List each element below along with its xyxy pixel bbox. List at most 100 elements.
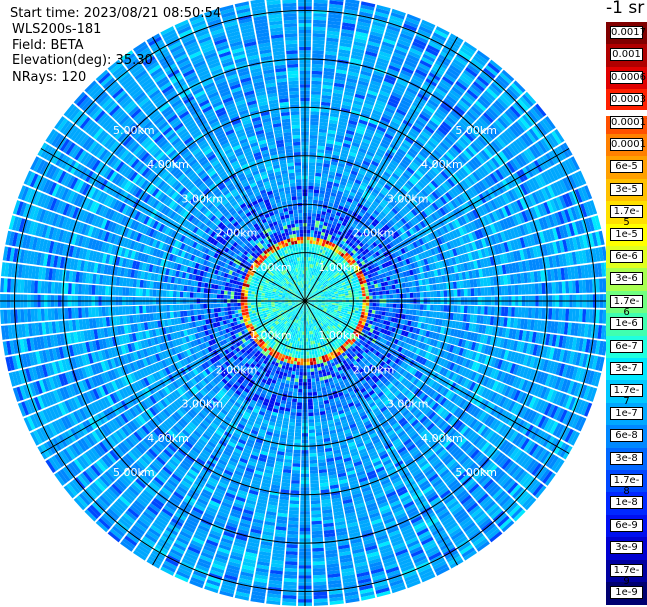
ppi-gate: [381, 41, 395, 49]
ppi-gate: [349, 148, 358, 154]
ppi-gate: [378, 145, 387, 152]
ppi-gate: [517, 307, 522, 318]
ppi-gate: [397, 105, 408, 114]
ppi-gate: [331, 102, 341, 108]
ppi-gate: [306, 274, 309, 278]
ppi-gate: [482, 131, 493, 142]
ppi-gate: [403, 63, 416, 72]
ppi-gate: [348, 297, 353, 300]
ppi-gate: [486, 87, 498, 99]
ppi-gate: [503, 90, 516, 103]
ppi-gate: [382, 294, 387, 299]
ppi-gate: [386, 25, 401, 33]
ppi-gate: [513, 80, 526, 93]
ppi-gate: [328, 274, 332, 278]
ppi-gate: [468, 127, 479, 138]
ppi-gate: [322, 249, 326, 254]
ppi-gate: [404, 136, 414, 145]
ppi-gate: [323, 201, 329, 206]
ppi-gate: [322, 170, 329, 175]
ppi-gate: [348, 304, 353, 307]
ppi-gate: [365, 96, 376, 103]
ppi-gate: [368, 119, 379, 126]
ppi-gate: [466, 110, 478, 121]
ppi-gate: [315, 217, 321, 221]
ppi-gate: [392, 88, 404, 96]
ppi-gate: [332, 221, 338, 226]
ppi-gate: [524, 91, 537, 105]
ppi-gate: [595, 278, 600, 293]
ppi-gate: [311, 290, 314, 294]
ppi-gate: [315, 280, 319, 285]
ppi-gate: [338, 296, 343, 299]
ppi-gate: [318, 196, 324, 201]
ppi-gate: [572, 280, 576, 294]
ppi-gate: [373, 70, 385, 78]
ppi-gate: [307, 199, 313, 203]
ppi-gate: [413, 122, 424, 131]
ppi-gate: [392, 308, 397, 313]
ppi-gate: [361, 250, 367, 256]
ppi-gate: [359, 73, 371, 80]
ppi-gate: [311, 216, 316, 221]
ppi-gate: [327, 177, 334, 183]
ppi-gate: [415, 286, 420, 292]
ppi-gate: [386, 181, 394, 188]
ppi-gate: [347, 71, 359, 77]
ppi-gate: [342, 171, 350, 177]
ppi-gate: [361, 308, 366, 312]
ppi-gate: [402, 309, 407, 314]
ppi-gate: [312, 271, 316, 276]
ppi-gate: [524, 307, 529, 318]
ppi-gate: [453, 305, 458, 313]
ppi-gate: [422, 176, 430, 184]
ppi-gate: [328, 171, 336, 176]
ppi-gate: [378, 287, 383, 291]
ppi-gate: [315, 172, 322, 177]
ppi-gate: [326, 208, 332, 214]
ppi-gate: [475, 119, 487, 131]
ppi-gate: [389, 15, 404, 23]
ppi-gate: [379, 235, 386, 241]
ppi-gate: [340, 35, 353, 41]
ppi-gate: [389, 303, 394, 308]
ppi-gate: [379, 220, 386, 227]
ppi-gate: [398, 200, 406, 208]
ppi-gate: [374, 197, 381, 204]
ppi-gate: [316, 285, 319, 289]
ppi-gate: [418, 150, 428, 159]
ppi-gate: [308, 260, 311, 264]
ppi-gate: [474, 53, 488, 64]
ppi-gate: [365, 309, 369, 313]
ppi-gate: [407, 150, 416, 159]
ppi-gate: [318, 283, 322, 287]
ppi-gate: [321, 101, 331, 106]
ppi-gate: [459, 136, 470, 147]
ppi-gate: [357, 311, 362, 315]
ppi-gate: [334, 200, 340, 206]
ppi-gate: [460, 167, 469, 177]
ppi-gate: [317, 349, 321, 354]
ppi-gate: [364, 242, 370, 248]
ppi-gate: [371, 112, 381, 120]
ppi-gate: [435, 129, 446, 139]
ppi-gate: [365, 234, 372, 241]
ppi-gate: [310, 107, 320, 112]
ppi-gate: [461, 44, 476, 55]
ppi-gate: [375, 287, 379, 292]
ppi-gate: [350, 145, 359, 151]
ppi-gate: [338, 259, 343, 264]
ppi-gate: [348, 292, 352, 296]
ppi-gate: [383, 171, 391, 178]
ppi-gate: [313, 279, 317, 284]
ppi-gate: [344, 234, 349, 240]
ppi-gate: [402, 172, 411, 180]
ppi-gate: [394, 183, 402, 190]
ppi-gate: [345, 231, 351, 237]
ppi-gate: [314, 179, 321, 184]
ppi-gate: [395, 82, 407, 90]
ppi-gate: [342, 207, 349, 213]
ppi-gate: [403, 195, 411, 203]
ppi-gate: [321, 242, 326, 247]
ppi-gate: [312, 286, 315, 290]
